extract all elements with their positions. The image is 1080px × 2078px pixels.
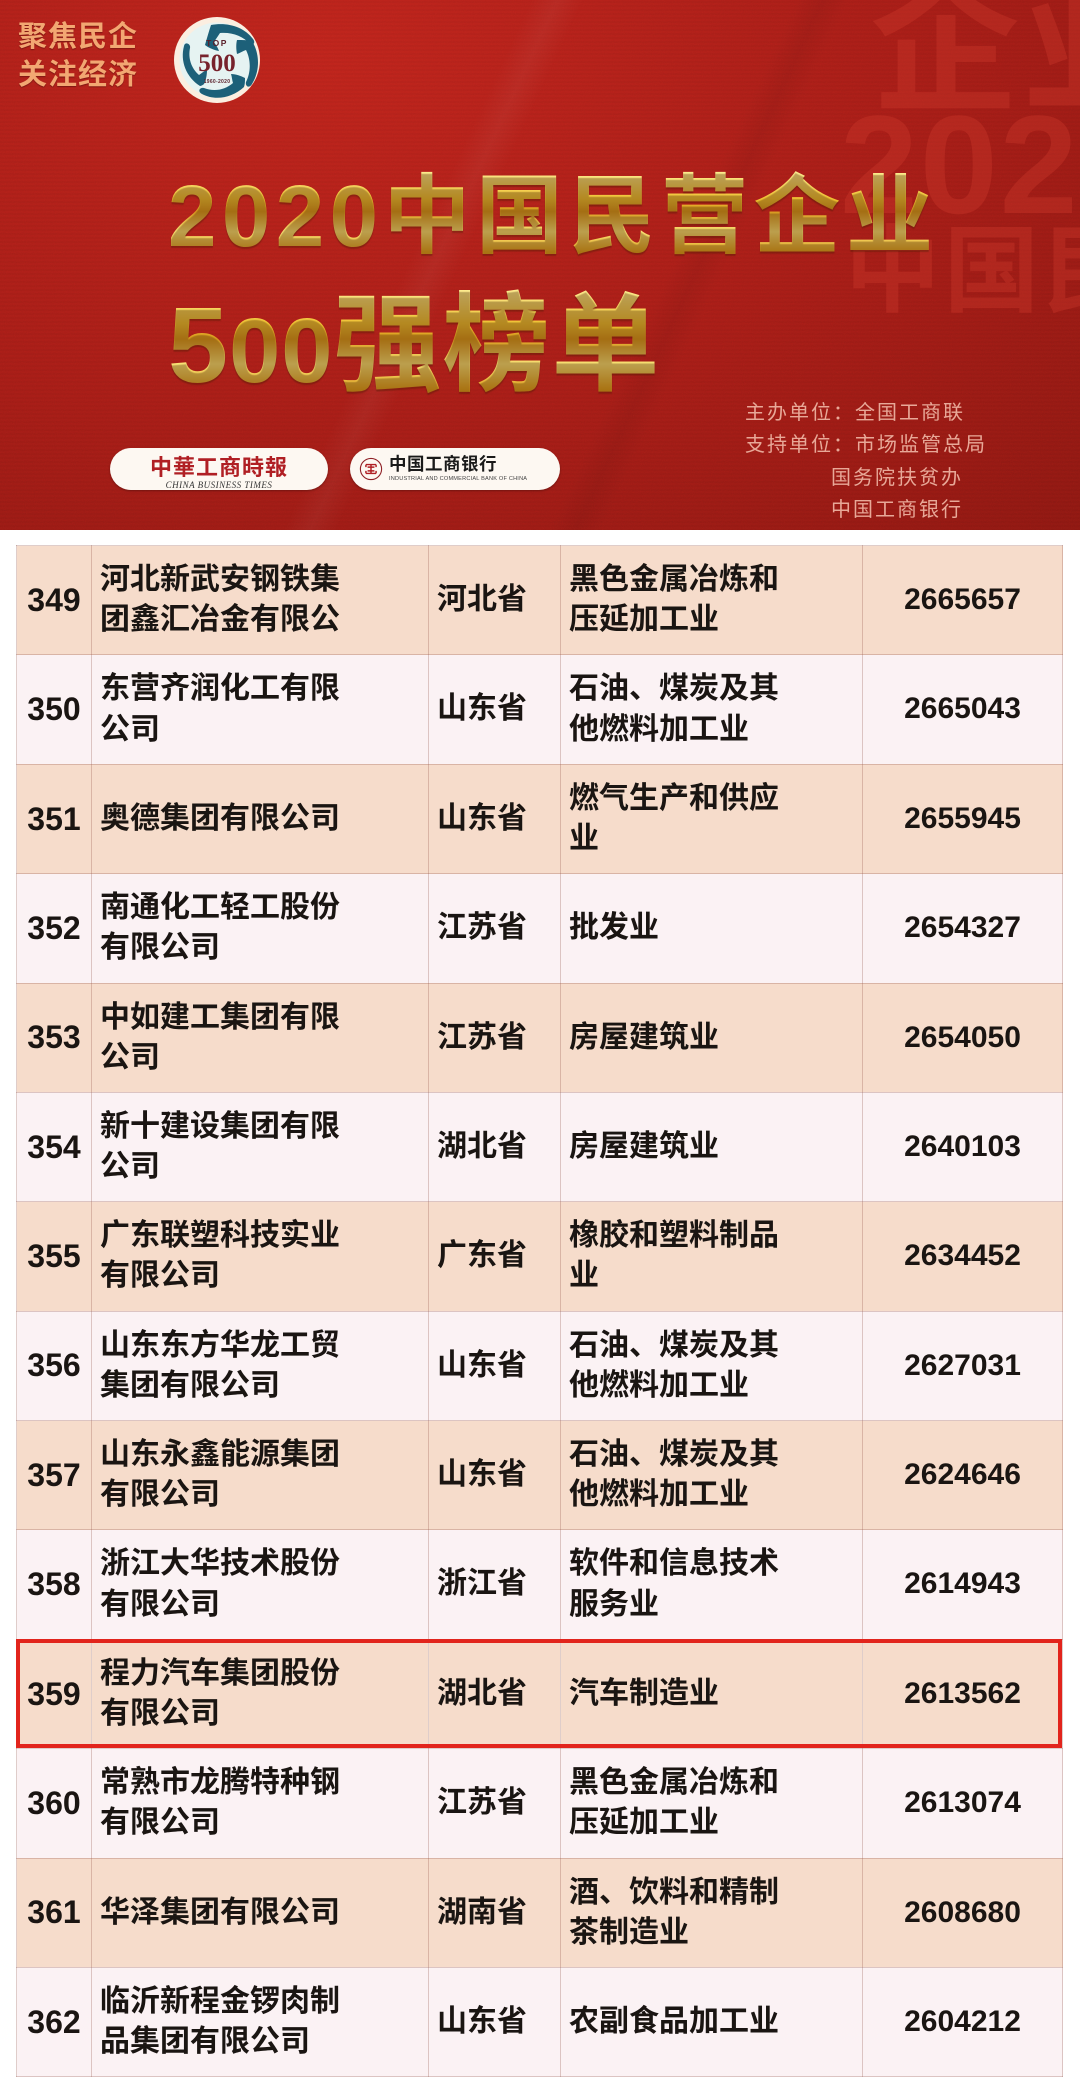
svg-text:TOP: TOP bbox=[206, 38, 228, 48]
svg-text:1960-2020: 1960-2020 bbox=[204, 79, 231, 85]
svg-text:500: 500 bbox=[198, 50, 236, 77]
